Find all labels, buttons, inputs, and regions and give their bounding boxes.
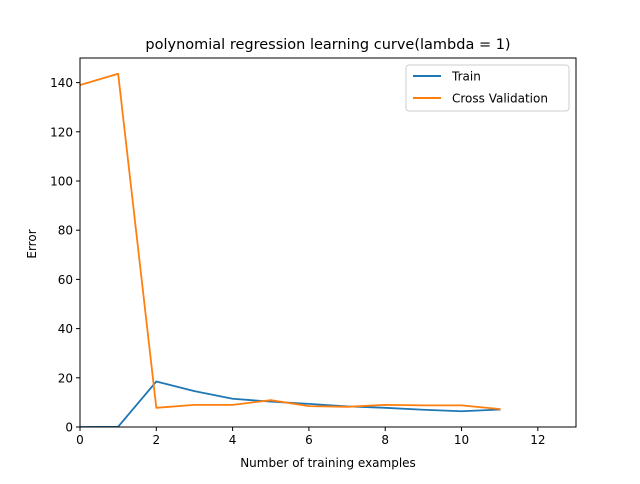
x-axis-label: Number of training examples — [240, 456, 416, 470]
y-tick-label: 100 — [50, 175, 73, 189]
y-tick-label: 0 — [65, 421, 73, 435]
y-tick-label: 60 — [58, 273, 73, 287]
x-tick-label: 6 — [305, 433, 313, 447]
y-axis: 0 20 40 60 80 100 120 140 — [50, 76, 80, 435]
legend-box — [405, 64, 570, 112]
x-axis: 0 2 4 6 8 10 12 — [76, 427, 545, 447]
x-tick-label: 12 — [530, 433, 545, 447]
y-axis-label: Error — [25, 229, 39, 258]
chart-title: polynomial regression learning curve(lam… — [145, 37, 510, 53]
plot-area — [80, 58, 576, 427]
plot-frame — [79, 57, 577, 428]
legend-label-train: Train — [451, 70, 481, 84]
legend-label-cross-validation: Cross Validation — [452, 92, 548, 106]
y-tick-label: 120 — [50, 125, 73, 139]
x-tick-label: 10 — [454, 433, 469, 447]
y-tick-label: 20 — [58, 371, 73, 385]
series-line-cross-validation — [80, 72, 501, 411]
y-tick-label: 80 — [58, 224, 73, 238]
x-tick-label: 4 — [229, 433, 237, 447]
legend: Train Cross Validation — [405, 64, 570, 112]
x-tick-label: 2 — [152, 433, 160, 447]
series-layer — [80, 72, 501, 427]
x-tick-label: 0 — [76, 433, 84, 447]
y-tick-label: 40 — [58, 322, 73, 336]
y-tick-label: 140 — [50, 76, 73, 90]
x-tick-label: 8 — [381, 433, 389, 447]
